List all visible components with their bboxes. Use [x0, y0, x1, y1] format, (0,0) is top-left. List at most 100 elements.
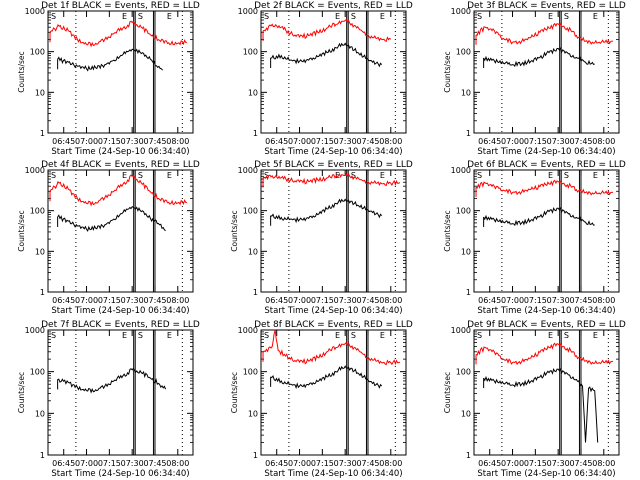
y-tick-label: 1 — [40, 451, 45, 460]
lld-series-line — [49, 20, 187, 48]
x-tick-label: 06:45 — [478, 459, 501, 468]
x-axis-label: Start Time (24-Sep-10 06:34:40) — [51, 306, 189, 316]
y-tick-label: 10 — [461, 247, 471, 256]
x-tick-label: 07:30 — [334, 459, 357, 468]
x-tick-label: 06:45 — [265, 296, 288, 305]
x-tick-label: 07:45 — [356, 296, 379, 305]
window-marker-label: E — [335, 12, 340, 21]
y-tick-label: 10 — [35, 247, 45, 256]
panel-det-4: Det 4f BLACK = Events, RED = LLD 1 10 100 10… — [17, 160, 200, 316]
panel-title: Det 2f BLACK = Events, RED = LLD — [254, 1, 413, 11]
x-tick-label: 07:45 — [143, 459, 166, 468]
y-tick-label: 1000 — [238, 326, 258, 335]
y-tick-label: 1000 — [25, 326, 45, 335]
panel-det-9: Det 9f BLACK = Events, RED = LLD 1 10 100 10… — [443, 320, 626, 479]
y-tick-label: 100 — [456, 368, 471, 377]
y-tick-label: 10 — [461, 88, 471, 97]
window-marker-label: E — [593, 171, 598, 180]
x-tick-label: 07:45 — [569, 459, 592, 468]
plot-frame — [473, 329, 620, 456]
x-tick-label: 06:45 — [52, 296, 75, 305]
plot-frame — [47, 329, 194, 456]
panel-title: Det 9f BLACK = Events, RED = LLD — [467, 320, 626, 330]
window-marker-label: E — [548, 12, 553, 21]
window-marker-label: E — [122, 171, 127, 180]
x-tick-label: 06:45 — [265, 137, 288, 146]
x-tick-label: 08:00 — [592, 296, 615, 305]
window-marker-label: S — [51, 331, 56, 340]
events-series-line — [270, 198, 383, 224]
window-marker-label: S — [564, 171, 569, 180]
events-series-line — [57, 206, 166, 233]
window-marker-label: S — [564, 12, 569, 21]
x-tick-label: 08:00 — [166, 137, 189, 146]
x-tick-label: 07:15 — [524, 459, 547, 468]
window-marker-label: E — [593, 331, 598, 340]
window-marker-label: E — [548, 331, 553, 340]
y-tick-label: 100 — [456, 48, 471, 57]
plot-frame — [260, 169, 407, 293]
y-tick-label: 100 — [456, 207, 471, 216]
y-tick-label: 1 — [253, 451, 258, 460]
lld-series-line — [262, 172, 401, 187]
x-tick-label: 07:15 — [524, 137, 547, 146]
lld-series-line — [262, 18, 392, 43]
y-tick-label: 100 — [243, 48, 258, 57]
panel-det-7: Det 7f BLACK = Events, RED = LLD 1 10 100 10… — [17, 320, 200, 479]
y-tick-label: 10 — [248, 409, 258, 418]
x-tick-label: 06:45 — [478, 296, 501, 305]
window-marker-label: S — [351, 331, 356, 340]
x-tick-label: 07:00 — [501, 137, 524, 146]
y-tick-label: 1000 — [238, 166, 258, 175]
x-tick-label: 07:30 — [121, 459, 144, 468]
x-tick-label: 06:45 — [478, 137, 501, 146]
x-tick-label: 08:00 — [166, 296, 189, 305]
events-series-line — [483, 206, 595, 227]
x-tick-label: 07:00 — [75, 459, 98, 468]
y-tick-label: 1 — [466, 288, 471, 297]
window-marker-label: E — [167, 331, 172, 340]
panel-det-1: Det 1f BLACK = Events, RED = LLD 1 10 100 10… — [17, 1, 200, 157]
window-marker-label: E — [593, 12, 598, 21]
window-marker-label: E — [380, 12, 385, 21]
y-tick-label: 100 — [243, 207, 258, 216]
window-marker-label: S — [51, 12, 56, 21]
plot-frame — [473, 10, 620, 134]
y-tick-label: 1 — [253, 129, 258, 138]
window-marker-label: S — [564, 331, 569, 340]
y-tick-label: 1 — [253, 288, 258, 297]
x-axis-label: Start Time (24-Sep-10 06:34:40) — [477, 306, 615, 316]
lld-series-line — [475, 342, 613, 366]
y-axis-label: Counts/sec — [443, 372, 452, 413]
y-axis-label: Counts/sec — [17, 51, 26, 92]
x-tick-label: 07:00 — [288, 137, 311, 146]
x-tick-label: 07:30 — [121, 137, 144, 146]
x-tick-label: 06:45 — [52, 137, 75, 146]
y-tick-label: 1 — [40, 288, 45, 297]
y-axis-label: Counts/sec — [17, 210, 26, 251]
x-tick-label: 08:00 — [592, 137, 615, 146]
x-tick-label: 07:45 — [356, 459, 379, 468]
y-tick-label: 100 — [30, 48, 45, 57]
window-marker-label: E — [380, 171, 385, 180]
x-tick-label: 07:00 — [288, 296, 311, 305]
panel-title: Det 3f BLACK = Events, RED = LLD — [467, 1, 626, 11]
x-tick-label: 07:00 — [501, 296, 524, 305]
y-tick-label: 1 — [466, 451, 471, 460]
lld-series-line — [262, 329, 401, 366]
panel-det-5: Det 5f BLACK = Events, RED = LLD 1 10 100 10… — [230, 160, 413, 316]
window-marker-label: S — [138, 331, 143, 340]
y-tick-label: 1 — [466, 129, 471, 138]
x-tick-label: 06:45 — [265, 459, 288, 468]
plot-frame — [473, 169, 620, 293]
window-marker-label: S — [138, 171, 143, 180]
window-marker-label: E — [167, 12, 172, 21]
x-tick-label: 07:15 — [98, 459, 121, 468]
panel-title: Det 7f BLACK = Events, RED = LLD — [41, 320, 200, 330]
events-series-line — [57, 367, 167, 394]
lld-series-line — [49, 174, 187, 207]
x-tick-label: 07:30 — [121, 296, 144, 305]
y-axis-label: Counts/sec — [230, 210, 239, 251]
window-marker-label: S — [477, 171, 482, 180]
